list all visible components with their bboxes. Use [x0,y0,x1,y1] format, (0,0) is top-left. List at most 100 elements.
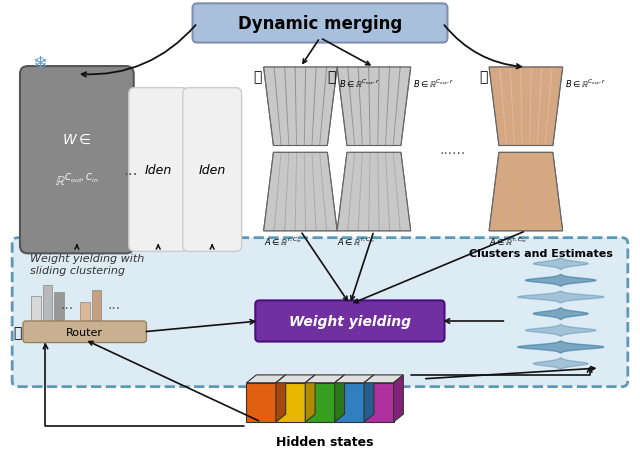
Polygon shape [246,375,285,383]
Polygon shape [264,153,281,231]
Text: $A \in \mathbb{R}^{r,C_{in}}$: $A \in \mathbb{R}^{r,C_{in}}$ [264,235,301,248]
Text: Clusters and Estimates: Clusters and Estimates [468,249,612,259]
FancyBboxPatch shape [129,88,188,252]
Polygon shape [369,153,379,231]
Polygon shape [538,68,552,146]
Polygon shape [511,68,522,146]
Text: Weight yielding with
sliding clustering: Weight yielding with sliding clustering [30,254,144,275]
Polygon shape [545,153,562,231]
Polygon shape [296,153,305,231]
Bar [335,383,364,422]
Text: ...: ... [108,298,121,312]
FancyBboxPatch shape [12,238,628,387]
Polygon shape [320,153,337,231]
Polygon shape [530,153,541,231]
Text: 🔥: 🔥 [253,70,262,84]
Polygon shape [489,153,563,231]
Polygon shape [305,153,316,231]
Polygon shape [538,153,552,231]
Polygon shape [264,153,337,231]
Bar [42,285,52,324]
Polygon shape [285,153,296,231]
Polygon shape [364,375,403,383]
Text: Iden: Iden [198,164,226,177]
Polygon shape [500,153,514,231]
Polygon shape [338,153,355,231]
Polygon shape [521,68,531,146]
Polygon shape [276,375,315,383]
Polygon shape [338,68,355,146]
Polygon shape [348,153,362,231]
Polygon shape [358,68,370,146]
Text: $B \in \mathbb{R}^{C_{out},r}$: $B \in \mathbb{R}^{C_{out},r}$ [564,78,606,90]
Text: $B \in \mathbb{R}^{C_{out},r}$: $B \in \mathbb{R}^{C_{out},r}$ [339,78,380,90]
Polygon shape [264,68,337,146]
Polygon shape [305,375,344,383]
Polygon shape [312,68,326,146]
Polygon shape [364,375,374,422]
Polygon shape [489,68,563,146]
Polygon shape [490,68,506,146]
Text: Iden: Iden [145,164,172,177]
FancyBboxPatch shape [23,321,147,343]
Text: ......: ...... [439,143,465,156]
Polygon shape [337,153,411,231]
Text: Router: Router [66,327,103,337]
Polygon shape [521,153,531,231]
Polygon shape [348,68,362,146]
Polygon shape [320,68,337,146]
Text: 🔥: 🔥 [327,70,335,84]
Polygon shape [378,68,389,146]
Polygon shape [312,153,326,231]
Polygon shape [358,153,370,231]
Text: $A \in \mathbb{R}^{r,C_{in}}$: $A \in \mathbb{R}^{r,C_{in}}$ [337,235,375,248]
Polygon shape [275,68,289,146]
Polygon shape [530,68,541,146]
Polygon shape [275,153,289,231]
FancyBboxPatch shape [20,67,134,254]
Polygon shape [369,68,379,146]
Bar [54,292,64,324]
Polygon shape [511,153,522,231]
Text: Dynamic merging: Dynamic merging [238,15,402,33]
Text: ❄: ❄ [33,55,48,73]
Bar [305,383,335,422]
Bar [246,383,276,422]
Polygon shape [296,68,305,146]
Bar [31,297,40,324]
FancyBboxPatch shape [193,5,447,43]
Polygon shape [394,375,403,422]
Text: $W \in$: $W \in$ [62,133,92,147]
Polygon shape [394,68,410,146]
Bar [276,383,305,422]
Polygon shape [394,153,410,231]
Text: $A \in \mathbb{R}^{r,C_{in}}$: $A \in \mathbb{R}^{r,C_{in}}$ [489,235,527,248]
Bar [80,303,90,324]
Text: $B \in \mathbb{R}^{C_{out},r}$: $B \in \mathbb{R}^{C_{out},r}$ [413,78,454,90]
Text: ...: ... [61,298,74,312]
Polygon shape [305,68,316,146]
Polygon shape [490,153,506,231]
Polygon shape [335,375,374,383]
Polygon shape [386,153,399,231]
Polygon shape [545,68,562,146]
Bar [92,290,101,324]
Text: Hidden states: Hidden states [276,435,374,448]
Text: $\mathbb{R}^{C_{out},C_{in}}$: $\mathbb{R}^{C_{out},C_{in}}$ [55,173,99,189]
FancyBboxPatch shape [183,88,241,252]
Polygon shape [276,375,285,422]
Polygon shape [264,68,281,146]
Polygon shape [500,68,514,146]
Polygon shape [378,153,389,231]
FancyBboxPatch shape [255,301,445,342]
Polygon shape [335,375,344,422]
Polygon shape [285,68,296,146]
Polygon shape [386,68,399,146]
Text: ...: ... [123,163,138,178]
Polygon shape [305,375,315,422]
Bar [364,383,394,422]
Text: 🔥: 🔥 [13,325,22,339]
Polygon shape [337,68,411,146]
Text: 🔥: 🔥 [479,70,487,84]
Text: Weight yielding: Weight yielding [289,314,411,328]
